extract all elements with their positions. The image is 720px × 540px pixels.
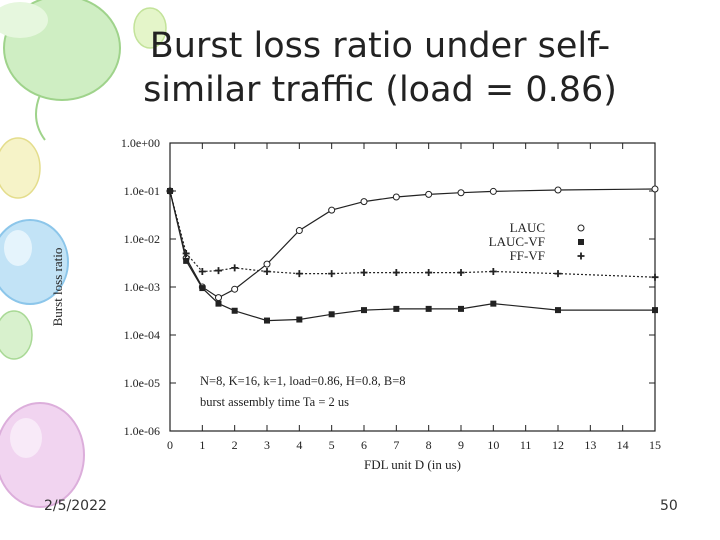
x-tick-label: 11 — [520, 438, 532, 452]
page-number: 50 — [660, 498, 678, 514]
series-point-lauc-vf — [555, 307, 561, 314]
series-point-lauc — [489, 187, 497, 195]
y-axis-label: Burst loss ratio — [50, 248, 65, 327]
x-tick-label: 12 — [552, 438, 564, 452]
series-point-lauc — [295, 227, 303, 235]
legend-marker — [577, 224, 585, 232]
x-axis-label: FDL unit D (in us) — [364, 457, 461, 472]
series-point-lauc — [328, 206, 336, 214]
series-point-ff-vf — [263, 268, 271, 276]
balloon-blue — [0, 219, 69, 305]
series-point-lauc-vf — [425, 305, 432, 312]
series-point-ff-vf — [651, 273, 659, 281]
series-point-lauc-vf — [264, 317, 270, 324]
series-point-ff-vf — [295, 270, 303, 278]
series-point-ff-vf — [489, 268, 497, 276]
series-point-ff-vf — [425, 269, 433, 277]
x-tick-label: 13 — [584, 438, 596, 452]
y-tick-label: 1.0e-06 — [124, 424, 160, 438]
x-tick-label: 7 — [393, 438, 399, 452]
x-tick-label: 1 — [199, 438, 205, 452]
series-point-ff-vf — [360, 269, 368, 277]
x-tick-label: 4 — [296, 438, 302, 452]
x-tick-label: 14 — [617, 438, 629, 452]
series-point-lauc-vf — [490, 300, 497, 307]
footer-date: 2/5/2022 — [44, 498, 107, 514]
series-point-lauc-vf — [296, 316, 303, 323]
series-point-lauc-vf — [231, 307, 238, 314]
y-tick-label: 1.0e-03 — [124, 280, 160, 294]
x-tick-label: 10 — [487, 438, 499, 452]
series-point-lauc — [651, 185, 659, 193]
legend-marker — [578, 239, 584, 245]
series-point-ff-vf — [166, 187, 174, 195]
x-tick-label: 0 — [167, 438, 173, 452]
series-point-lauc — [392, 193, 400, 201]
legend-label: LAUC-VF — [489, 234, 545, 249]
series-point-lauc — [215, 294, 222, 302]
x-tick-label: 2 — [232, 438, 238, 452]
series-point-lauc-vf — [652, 307, 658, 314]
series-point-ff-vf — [231, 264, 239, 272]
series-point-lauc — [457, 189, 465, 197]
y-tick-label: 1.0e-04 — [124, 328, 160, 342]
series-point-lauc — [425, 190, 433, 198]
series-point-lauc-vf — [199, 285, 206, 292]
series-point-ff-vf — [198, 268, 206, 276]
x-tick-label: 8 — [426, 438, 432, 452]
series-point-lauc — [360, 198, 368, 206]
series-point-ff-vf — [457, 269, 465, 277]
balloon-lime — [133, 7, 167, 49]
balloon-green-small — [0, 310, 33, 360]
chart-annotation: burst assembly time Ta = 2 us — [200, 395, 349, 409]
series-point-lauc-vf — [393, 305, 400, 312]
series-line-ff-vf — [169, 190, 656, 278]
series-point-lauc-vf — [328, 311, 335, 318]
series-point-lauc-vf — [215, 300, 222, 307]
legend-label: FF-VF — [510, 248, 545, 263]
balloon-pink — [0, 402, 85, 508]
y-tick-label: 1.0e+00 — [121, 136, 160, 150]
series-point-ff-vf — [392, 269, 400, 277]
series-point-ff-vf — [215, 267, 222, 275]
legend-marker — [577, 252, 585, 260]
series-point-ff-vf — [554, 270, 562, 278]
x-tick-label: 9 — [458, 438, 464, 452]
series-point-lauc — [231, 285, 239, 293]
series-point-ff-vf — [328, 270, 336, 278]
y-tick-label: 1.0e-05 — [124, 376, 160, 390]
legend-label: LAUC — [510, 220, 545, 235]
x-tick-label: 3 — [264, 438, 270, 452]
series-point-ff-vf — [182, 249, 190, 257]
series-point-lauc-vf — [183, 257, 190, 264]
balloon-yellow — [0, 137, 41, 199]
chart-annotation: N=8, K=16, k=1, load=0.86, H=0.8, B=8 — [200, 374, 406, 388]
series-point-lauc-vf — [361, 307, 367, 314]
x-tick-label: 5 — [329, 438, 335, 452]
series-point-lauc — [263, 260, 271, 268]
x-tick-label: 6 — [361, 438, 367, 452]
balloon-green — [0, 0, 121, 141]
series-point-lauc-vf — [458, 305, 464, 312]
y-tick-label: 1.0e-02 — [124, 232, 160, 246]
y-tick-label: 1.0e-01 — [124, 184, 160, 198]
slide-title: Burst loss ratio under self-similar traf… — [143, 26, 617, 110]
series-point-lauc — [554, 186, 562, 194]
x-tick-label: 15 — [649, 438, 661, 452]
